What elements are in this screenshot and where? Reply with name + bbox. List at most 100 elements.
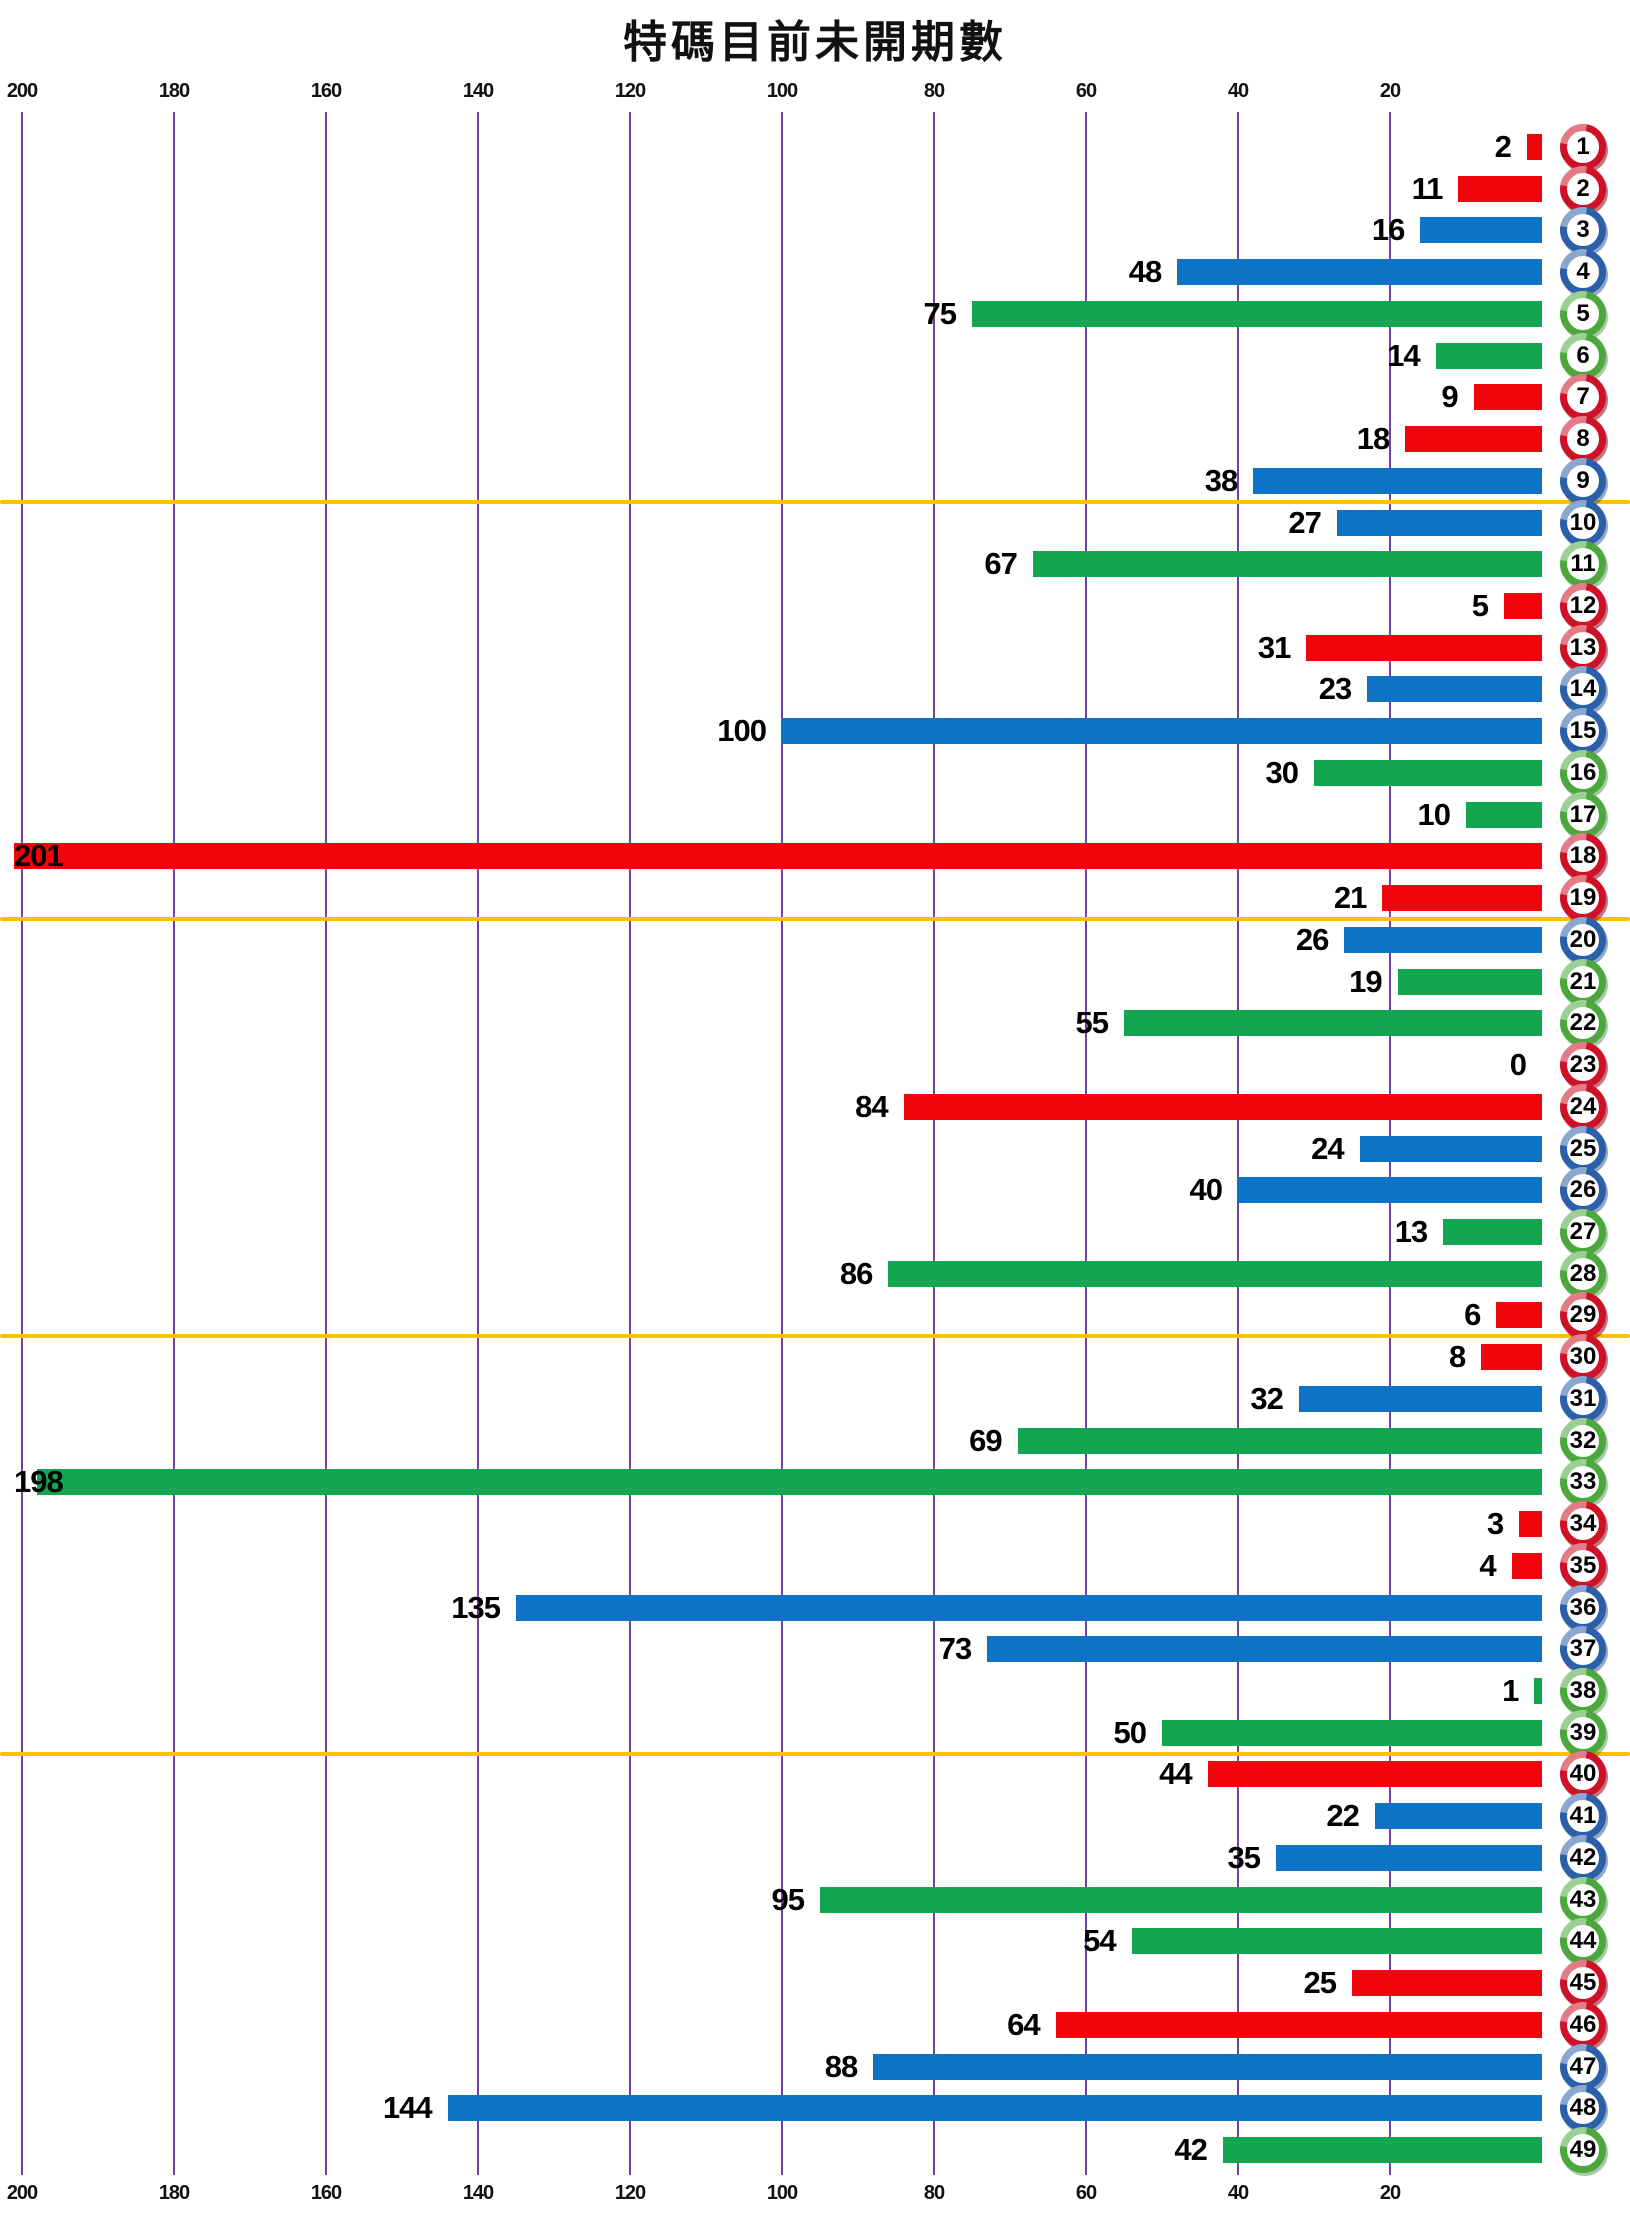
bar-value-label-5: 75	[923, 295, 957, 331]
lottery-ball-3: 3	[1560, 207, 1606, 254]
x-axis-top-tick-160: 160	[310, 80, 342, 102]
x-axis-bottom-tick-80: 80	[923, 2182, 945, 2204]
bar-number-35	[1511, 1552, 1542, 1579]
bar-value-label-45: 25	[1303, 1965, 1337, 2001]
bar-number-26	[1238, 1177, 1542, 1204]
bar-number-30	[1481, 1344, 1542, 1371]
ball-number-25: 25	[1569, 1134, 1597, 1162]
ball-number-40: 40	[1569, 1760, 1597, 1788]
lottery-ball-48: 48	[1560, 2085, 1606, 2132]
ball-number-4: 4	[1576, 258, 1590, 286]
lottery-ball-38: 38	[1560, 1668, 1606, 1714]
ball-number-20: 20	[1569, 925, 1597, 953]
lottery-ball-4: 4	[1560, 249, 1606, 296]
bar-number-20	[1344, 926, 1542, 953]
ball-number-29: 29	[1569, 1301, 1597, 1329]
ball-number-37: 37	[1569, 1635, 1597, 1663]
x-axis-top-tick-80: 80	[923, 80, 945, 102]
lottery-ball-11: 11	[1560, 541, 1606, 588]
ball-number-17: 17	[1569, 800, 1597, 828]
x-axis-bottom-tick-200: 200	[6, 2182, 38, 2204]
bar-value-label-21: 19	[1349, 963, 1382, 999]
ball-number-38: 38	[1569, 1677, 1597, 1704]
lottery-ball-31: 31	[1560, 1375, 1606, 1422]
lottery-ball-49: 49	[1560, 2127, 1606, 2174]
bar-number-13	[1306, 634, 1542, 661]
bar-number-4	[1177, 259, 1542, 286]
lottery-ball-36: 36	[1560, 1584, 1606, 1631]
lottery-ball-2: 2	[1560, 165, 1606, 212]
bar-number-27	[1443, 1218, 1542, 1245]
bar-value-label-23: 0	[1509, 1047, 1527, 1083]
lottery-ball-30: 30	[1560, 1334, 1606, 1381]
lottery-ball-8: 8	[1560, 416, 1606, 463]
bar-number-47	[873, 2053, 1542, 2080]
ball-number-42: 42	[1569, 1843, 1597, 1871]
bar-value-label-44: 54	[1083, 1923, 1116, 1959]
x-axis-top-tick-180: 180	[158, 80, 190, 102]
bar-number-46	[1055, 2011, 1542, 2038]
ball-number-11: 11	[1570, 550, 1596, 578]
lottery-ball-43: 43	[1560, 1876, 1606, 1923]
bar-number-1	[1526, 134, 1542, 160]
ball-number-39: 39	[1569, 1718, 1597, 1746]
bar-number-19	[1382, 885, 1542, 912]
ball-number-7: 7	[1576, 383, 1590, 411]
gridline-100	[781, 112, 783, 2175]
lottery-ball-24: 24	[1560, 1083, 1606, 1130]
x-axis-top-tick-140: 140	[462, 80, 494, 102]
bar-value-label-31: 32	[1250, 1380, 1283, 1416]
bar-value-label-42: 35	[1227, 1839, 1261, 1875]
bar-number-8	[1405, 426, 1542, 453]
bar-value-label-9: 38	[1204, 462, 1238, 498]
bar-value-label-28: 86	[839, 1255, 873, 1291]
lottery-ball-23: 23	[1560, 1042, 1606, 1089]
bar-value-label-20: 26	[1295, 921, 1329, 957]
x-axis-top-tick-200: 200	[6, 80, 38, 102]
ball-number-26: 26	[1569, 1176, 1597, 1204]
bar-number-18	[14, 843, 1542, 870]
gridline-200	[21, 112, 23, 2175]
ball-number-15: 15	[1569, 717, 1597, 745]
ball-number-36: 36	[1569, 1593, 1597, 1621]
lottery-ball-35: 35	[1560, 1542, 1606, 1589]
bar-value-label-47: 88	[824, 2048, 858, 2084]
bar-number-10	[1336, 509, 1542, 536]
bar-number-29	[1496, 1302, 1542, 1329]
x-axis-bottom-tick-160: 160	[310, 2182, 342, 2204]
ball-number-34: 34	[1569, 1510, 1597, 1538]
lottery-ball-26: 26	[1560, 1167, 1606, 1214]
lottery-ball-44: 44	[1560, 1918, 1606, 1965]
ball-number-18: 18	[1569, 842, 1597, 870]
bar-value-label-19: 21	[1333, 880, 1367, 916]
bar-value-label-33: 198	[14, 1464, 64, 1500]
lottery-ball-39: 39	[1560, 1709, 1606, 1756]
lottery-ball-17: 17	[1560, 791, 1606, 838]
bar-number-15	[782, 718, 1542, 745]
bar-number-9	[1253, 467, 1542, 494]
group-separator-after-9	[0, 499, 1630, 504]
ball-number-19: 19	[1569, 884, 1597, 912]
gridline-60	[1085, 112, 1087, 2175]
bar-value-label-14: 23	[1318, 671, 1352, 707]
bar-number-12	[1504, 593, 1542, 620]
bar-value-label-48: 144	[382, 2090, 433, 2126]
bar-value-label-40: 44	[1159, 1756, 1192, 1792]
bar-value-label-35: 4	[1479, 1547, 1496, 1583]
ball-number-27: 27	[1569, 1217, 1597, 1245]
lottery-ball-47: 47	[1560, 2043, 1606, 2090]
lottery-ball-40: 40	[1560, 1751, 1606, 1798]
bar-number-40	[1207, 1761, 1542, 1788]
lottery-ball-6: 6	[1560, 332, 1606, 379]
lottery-ball-20: 20	[1560, 916, 1606, 963]
bar-value-label-8: 18	[1356, 421, 1390, 457]
bar-value-label-46: 64	[1007, 2006, 1040, 2042]
ball-number-5: 5	[1576, 299, 1590, 327]
bar-number-24	[903, 1093, 1542, 1120]
bar-value-label-29: 6	[1464, 1297, 1481, 1333]
bar-value-label-37: 73	[938, 1631, 972, 1667]
bar-number-11	[1032, 551, 1542, 578]
ball-number-6: 6	[1576, 341, 1590, 369]
lottery-ball-32: 32	[1560, 1417, 1606, 1464]
